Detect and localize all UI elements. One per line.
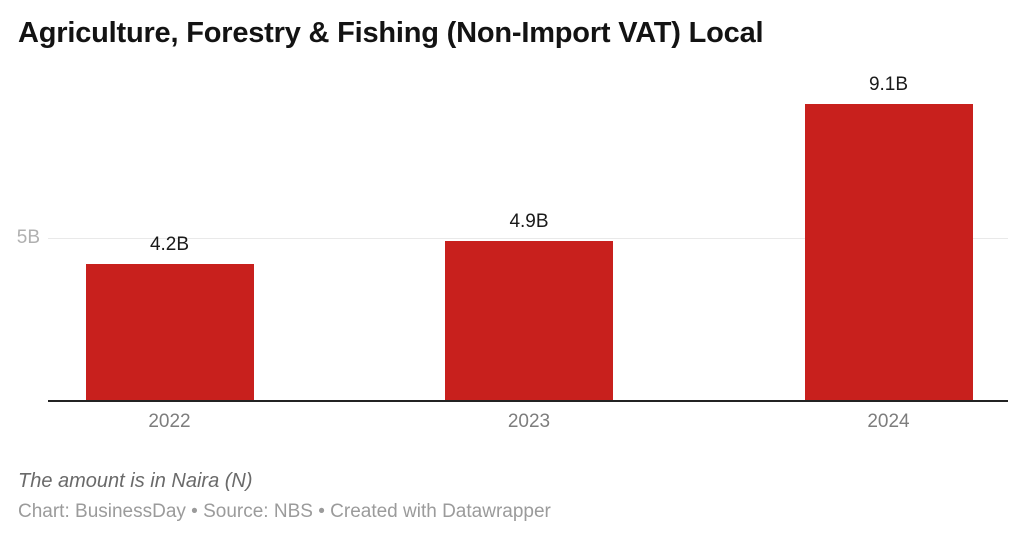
bar-2022[interactable] [85,264,254,401]
chart-attribution: Chart: BusinessDay • Source: NBS • Creat… [18,501,551,522]
bar-2023[interactable] [445,241,613,401]
bar-value-label: 4.2B [149,234,190,256]
bar-value-label: 4.9B [509,211,549,233]
chart-title: Agriculture, Forestry & Fishing (Non-Imp… [18,17,764,49]
x-axis-line [48,400,1008,402]
gridline-5b [48,238,1008,239]
x-axis-label-2022: 2022 [148,411,191,432]
chart-footnote: The amount is in Naira (N) [18,470,253,492]
y-axis-tick-label: 5B [16,227,40,248]
bar-value-label: 9.1B [868,74,909,96]
x-axis-label-2023: 2023 [507,411,551,432]
bar-2024[interactable] [804,104,973,401]
x-axis-label-2024: 2024 [867,411,910,432]
